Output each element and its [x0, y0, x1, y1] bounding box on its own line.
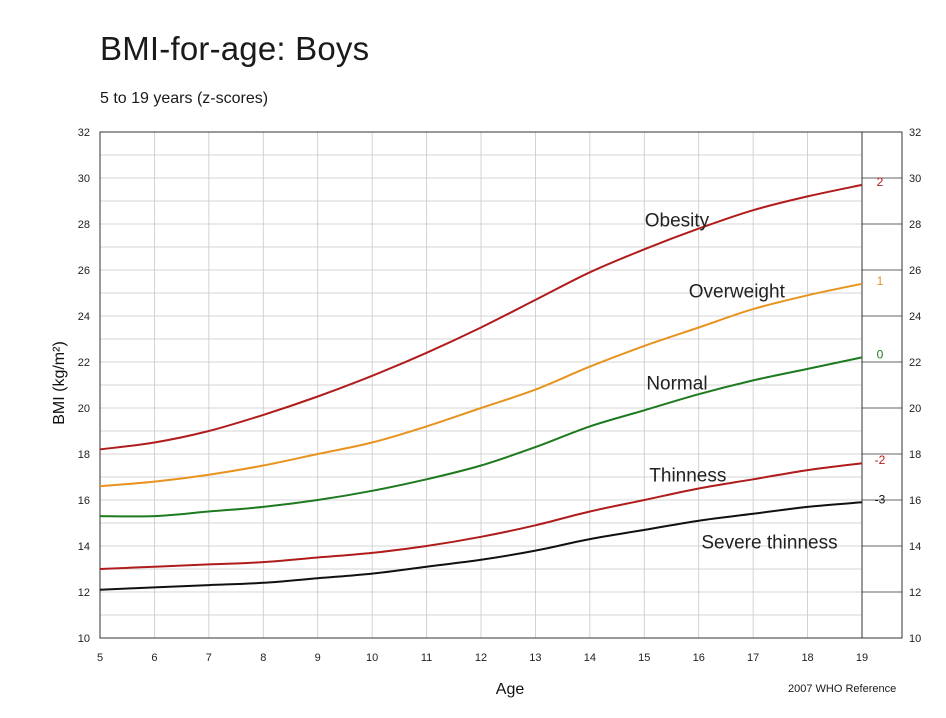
y-tick-label-right: 32 [909, 127, 921, 139]
x-tick-label: 10 [366, 652, 378, 664]
x-tick-label: 8 [260, 652, 266, 664]
y-tick-label-right: 28 [909, 219, 921, 231]
curve-labels: Obesity Overweight Normal Thinness Severe th… [645, 210, 838, 553]
x-tick-label: 12 [475, 652, 487, 664]
source-note: 2007 WHO Reference [788, 683, 897, 695]
series-line-normal [99, 356, 863, 518]
chart-title: BMI-for-age: Boys [100, 30, 370, 67]
x-tick-label: 19 [856, 652, 868, 664]
series-lines: 2 1 0 -2 -3 [99, 175, 886, 591]
series-line-thinness [99, 462, 863, 570]
x-tick-label: 17 [747, 652, 759, 664]
series-line-obesity [99, 183, 863, 451]
y-tick-label-right: 18 [909, 449, 921, 461]
y-tick-label-left: 22 [78, 357, 90, 369]
z-score-label-overweight: 1 [877, 274, 884, 288]
series-line-overweight [99, 282, 863, 488]
x-tick-label: 15 [638, 652, 650, 664]
y-axis-title: BMI (kg/m²) [51, 341, 68, 425]
y-tick-label-left: 12 [78, 587, 90, 599]
y-tick-label-left: 18 [78, 449, 90, 461]
x-tick-label: 13 [529, 652, 541, 664]
y-tick-label-right: 14 [909, 541, 921, 553]
curve-label-obesity: Obesity [645, 210, 710, 231]
x-tick-label: 11 [421, 652, 432, 664]
y-tick-label-right: 20 [909, 403, 921, 415]
plot-frame [99, 131, 903, 639]
y-tick-label-right: 30 [909, 173, 921, 185]
x-tick-label: 14 [584, 652, 596, 664]
z-score-label-thinness: -2 [875, 453, 886, 467]
y-tick-label-left: 14 [78, 541, 90, 553]
x-tick-label: 7 [206, 652, 212, 664]
chart-subtitle: 5 to 19 years (z-scores) [100, 90, 269, 107]
x-tick-label: 16 [693, 652, 705, 664]
x-tick-label: 18 [801, 652, 813, 664]
curve-label-severe-thinness: Severe thinness [701, 532, 837, 553]
y-tick-label-right: 12 [909, 587, 921, 599]
y-tick-label-left: 30 [78, 173, 90, 185]
y-tick-label-left: 20 [78, 403, 90, 415]
x-tick-label: 6 [151, 652, 157, 664]
y-tick-label-left: 16 [78, 495, 90, 507]
z-score-label-severe-thinness: -3 [875, 492, 886, 506]
z-score-label-obesity: 2 [877, 175, 884, 189]
y-tick-label-left: 24 [78, 311, 90, 323]
y-tick-label-left: 26 [78, 265, 90, 277]
y-tick-label-left: 28 [78, 219, 90, 231]
y-tick-label-right: 24 [909, 311, 921, 323]
y-tick-label-right: 10 [909, 633, 921, 645]
curve-label-normal: Normal [646, 374, 707, 395]
y-tick-label-left: 32 [78, 127, 90, 139]
y-tick-label-right: 22 [909, 357, 921, 369]
series-line-severe-thinness [99, 501, 863, 591]
y-tick-label-left: 10 [78, 633, 90, 645]
z-score-label-normal: 0 [877, 347, 884, 361]
curve-label-overweight: Overweight [689, 282, 786, 303]
x-axis-title: Age [496, 681, 525, 698]
x-tick-label: 5 [97, 652, 103, 664]
x-tick-label: 9 [315, 652, 321, 664]
z-score-panel-border [861, 131, 903, 639]
y-tick-label-right: 16 [909, 495, 921, 507]
grid-layer [100, 132, 862, 638]
curve-label-thinness: Thinness [649, 466, 726, 487]
y-tick-label-right: 26 [909, 265, 921, 277]
